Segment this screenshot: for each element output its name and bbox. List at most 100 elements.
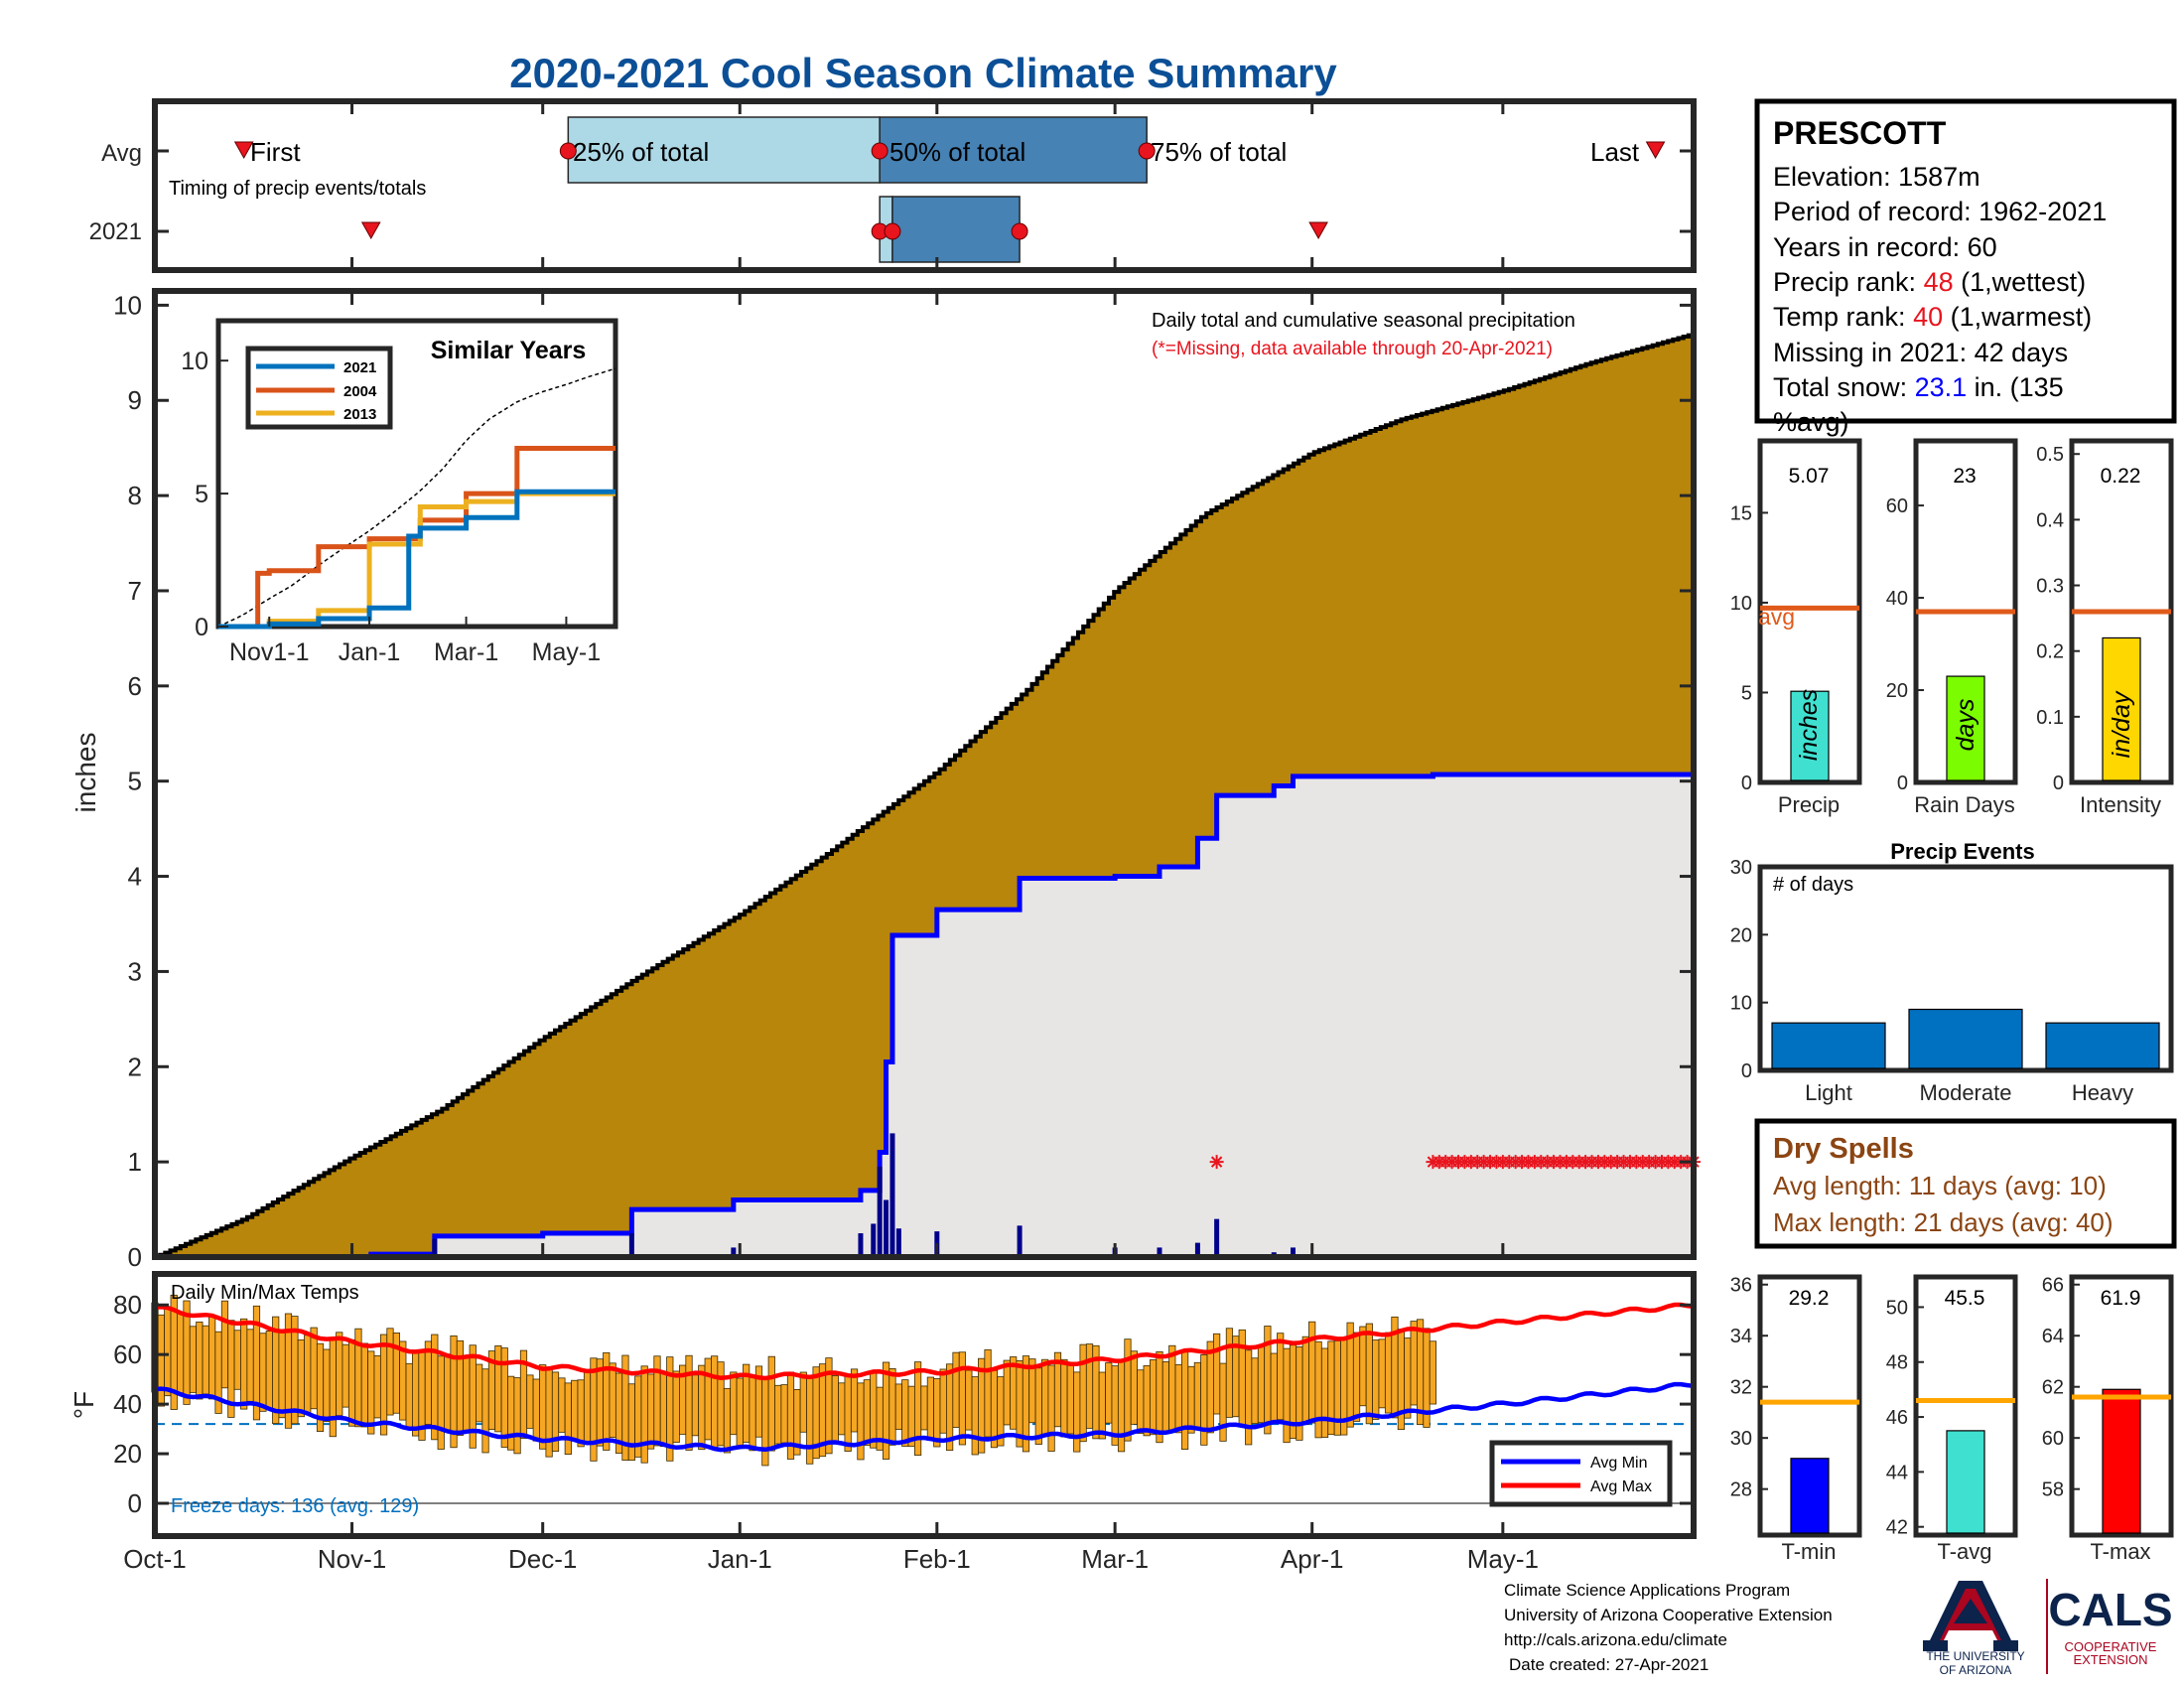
daily-temp-bar <box>659 1372 667 1448</box>
tavg-value: 45.5 <box>1945 1287 1985 1310</box>
inset-ytick-label: 10 <box>181 348 208 375</box>
daily-precip-bar <box>1290 1247 1296 1257</box>
daily-temp-bar <box>857 1382 865 1461</box>
daily-precip-bar <box>432 1238 438 1257</box>
avg-25pct-marker <box>559 142 577 160</box>
temp-tmin-panel-tick-label: 30 <box>1730 1428 1752 1450</box>
daily-temp-bar <box>341 1343 349 1408</box>
daily-temp-bar <box>532 1378 540 1442</box>
daily-temp-bar <box>1352 1332 1361 1422</box>
precip-panel-tick-label: 0 <box>1741 773 1752 794</box>
daily-temp-bar <box>1225 1328 1234 1418</box>
ua-logo-text2: OF ARIZONA <box>1940 1663 2012 1677</box>
daily-temp-bar <box>1174 1364 1182 1434</box>
avg-max-line <box>154 1302 1695 1381</box>
avg-first-marker <box>233 141 254 160</box>
daily-temp-bar <box>1073 1371 1081 1453</box>
daily-temp-bar <box>838 1382 846 1436</box>
precip-xlabel: Precip <box>1778 792 1840 817</box>
precip-value: 5.07 <box>1789 465 1830 488</box>
daily-temp-bar <box>1034 1367 1042 1445</box>
daily-temp-bar <box>583 1368 592 1445</box>
precip-events-bar <box>1908 1008 2023 1069</box>
daily-temp-bar <box>177 1312 185 1394</box>
daily-precip-bar <box>858 1233 864 1257</box>
daily-temp-bar <box>1137 1369 1145 1434</box>
precip-events-category: Moderate <box>1920 1080 2012 1105</box>
dry-spells-title: Dry Spells <box>1773 1133 1914 1165</box>
main-ytick-label: 7 <box>128 576 142 606</box>
main-ytick-label: 10 <box>113 290 142 320</box>
daily-temp-bar <box>844 1373 852 1452</box>
daily-temp-bar <box>767 1355 775 1452</box>
daily-temp-bar <box>481 1368 489 1454</box>
timing-first-label: First <box>250 137 301 167</box>
inset-x-axis: Nov1-1 Jan-1 Mar-1 May-1 <box>229 617 601 666</box>
temp-tavg-panel: 42 44 46 48 50 <box>1886 1274 2018 1539</box>
raindays-panel: 0 20 40 60 <box>1886 438 2018 794</box>
daily-temp-bar <box>806 1375 814 1465</box>
daily-temp-bar <box>437 1355 445 1450</box>
daily-temp-bar <box>672 1370 680 1444</box>
main-ytick-label: 8 <box>128 481 142 510</box>
y2021-first-marker <box>360 221 381 240</box>
daily-precip-bar <box>1017 1225 1023 1257</box>
daily-temp-bar <box>1168 1344 1176 1431</box>
daily-temp-bar <box>888 1368 896 1446</box>
university-of-arizona-logo: THE UNIVERSITY OF ARIZONA <box>1923 1579 2048 1677</box>
avg-min-line <box>154 1381 1695 1453</box>
daily-temp-bar <box>780 1384 788 1444</box>
intensity-panel: 0 0.1 0.2 0.3 0.4 0.5 <box>2036 438 2174 794</box>
precip-events-ylabel: # of days <box>1773 874 1853 896</box>
daily-temp-bar <box>1193 1361 1202 1428</box>
daily-temp-bar <box>761 1377 769 1467</box>
timing-panel: Avg 2021 Timing of precip events/totals … <box>89 98 1697 273</box>
temp-ytick-label: 0 <box>128 1488 142 1518</box>
precip-events-tick-label: 20 <box>1730 924 1752 946</box>
daily-precip-bar <box>884 1199 889 1257</box>
temp-tmax-panel-tick-label: 58 <box>2042 1479 2064 1501</box>
cals-sub1: COOPERATIVE <box>2065 1639 2157 1654</box>
daily-temp-bar <box>1041 1358 1049 1437</box>
daily-temp-bar <box>1270 1352 1278 1424</box>
daily-temp-bar <box>367 1350 375 1435</box>
daily-temp-bar <box>1429 1340 1436 1405</box>
daily-temp-bar <box>278 1332 286 1419</box>
station-missing: Missing in 2021: 42 days <box>1773 338 2068 367</box>
temp-tavg-panel-tick-label: 46 <box>1886 1407 1908 1429</box>
daily-temp-bar <box>646 1373 655 1450</box>
inset-legend-2013: 2013 <box>343 406 376 423</box>
cals-sub2: EXTENSION <box>2073 1652 2147 1667</box>
raindays-panel-tick-label: 60 <box>1886 495 1908 517</box>
daily-temp-bar <box>157 1314 166 1407</box>
daily-temp-bar <box>933 1378 941 1448</box>
station-precip-rank: Precip rank: 48 (1,wettest) <box>1773 267 2086 297</box>
daily-temp-bar <box>571 1379 579 1440</box>
daily-temp-bar <box>189 1326 198 1393</box>
raindays-unit: days <box>1952 699 1979 752</box>
temp-tmin-panel-tick-label: 28 <box>1730 1479 1752 1501</box>
temp-ylabel: °F <box>68 1391 99 1419</box>
daily-temp-bar <box>1277 1333 1285 1421</box>
inset-plot-area <box>217 367 616 630</box>
x-axis-label: Nov-1 <box>318 1544 386 1574</box>
daily-temp-bar <box>1206 1340 1214 1434</box>
footer-line4: Date created: 27-Apr-2021 <box>1509 1655 1708 1674</box>
precip-panel-bar <box>1790 690 1830 781</box>
daily-temp-bar <box>240 1318 248 1410</box>
daily-temp-bar <box>1117 1360 1126 1453</box>
footer-line2: University of Arizona Cooperative Extens… <box>1504 1606 1833 1624</box>
temp-tmax-panel: 58 60 62 64 66 <box>2042 1274 2174 1538</box>
raindays-panel-bar <box>1946 675 1985 781</box>
daily-temp-bar <box>609 1362 616 1438</box>
daily-temp-bar <box>1079 1343 1087 1443</box>
temp-plot-area <box>151 1294 1695 1504</box>
precip-panel-frame <box>1757 438 1862 785</box>
daily-temp-bar <box>577 1379 585 1448</box>
daily-temp-bar <box>1365 1323 1373 1425</box>
y2021-50pct-marker <box>884 222 901 240</box>
daily-temp-bar <box>373 1354 381 1419</box>
intensity-panel-tick-label: 0.2 <box>2036 641 2064 663</box>
daily-temp-bar <box>691 1374 700 1437</box>
